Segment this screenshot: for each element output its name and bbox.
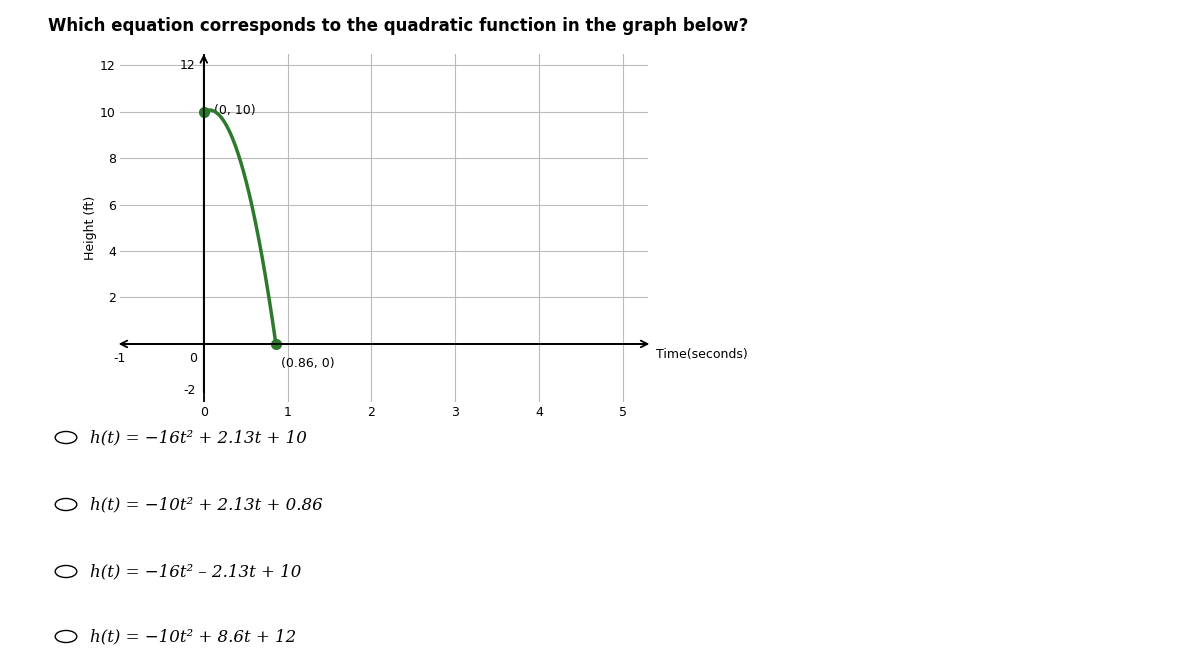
- Text: h(t) = −10t² + 8.6t + 12: h(t) = −10t² + 8.6t + 12: [90, 628, 296, 645]
- Text: (0.86, 0): (0.86, 0): [281, 356, 335, 370]
- Text: 12: 12: [180, 59, 196, 72]
- Text: 0: 0: [190, 352, 197, 365]
- Text: (0, 10): (0, 10): [214, 104, 256, 117]
- Text: -1: -1: [114, 352, 126, 365]
- Text: -2: -2: [184, 384, 196, 397]
- Text: Which equation corresponds to the quadratic function in the graph below?: Which equation corresponds to the quadra…: [48, 17, 749, 35]
- Text: h(t) = −10t² + 2.13t + 0.86: h(t) = −10t² + 2.13t + 0.86: [90, 496, 323, 513]
- Text: Time(seconds): Time(seconds): [656, 348, 748, 361]
- Text: h(t) = −16t² + 2.13t + 10: h(t) = −16t² + 2.13t + 10: [90, 429, 307, 446]
- Y-axis label: Height (ft): Height (ft): [84, 196, 97, 260]
- Text: h(t) = −16t² – 2.13t + 10: h(t) = −16t² – 2.13t + 10: [90, 563, 301, 580]
